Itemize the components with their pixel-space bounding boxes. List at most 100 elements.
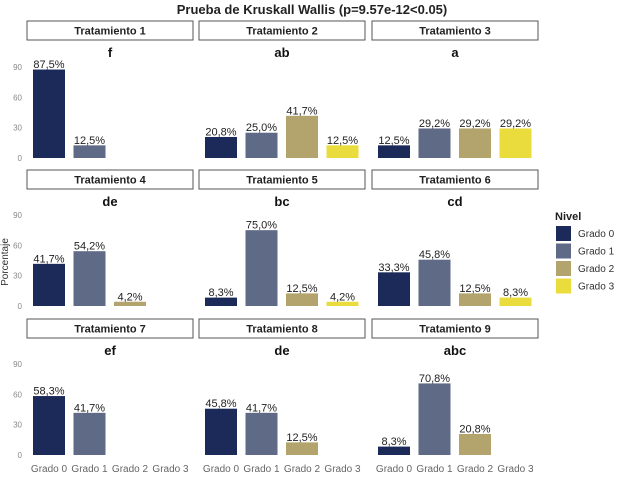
bar-grado-0 bbox=[205, 408, 237, 455]
facet-strip-label: Tratamiento 7 bbox=[74, 324, 146, 336]
x-tick-label: Grado 0 bbox=[203, 464, 240, 475]
bar-value-label: 41,7% bbox=[246, 402, 277, 414]
x-tick-label: Grado 1 bbox=[71, 464, 108, 475]
facet-strip bbox=[371, 20, 539, 41]
bar-value-label: 8,3% bbox=[208, 287, 233, 299]
y-tick-label: 30 bbox=[13, 421, 22, 430]
bar-grado-2 bbox=[286, 115, 318, 158]
bar-value-label: 12,5% bbox=[459, 283, 490, 295]
facet-panel: Tratamiento 8 de 45,8% Grado 0 41,7% Grado 1 1… bbox=[198, 318, 366, 475]
bar-grado-1 bbox=[245, 230, 278, 306]
facet-strip bbox=[26, 169, 194, 190]
x-tick-label: Grado 0 bbox=[376, 464, 413, 475]
group-letter: bc bbox=[274, 194, 289, 209]
group-letter: ab bbox=[274, 45, 289, 60]
facet-strip-label: Tratamiento 3 bbox=[419, 26, 491, 38]
y-tick-label: 30 bbox=[13, 272, 22, 281]
legend-swatch bbox=[556, 261, 571, 276]
bar-value-label: 8,3% bbox=[381, 436, 406, 448]
bar-value-label: 45,8% bbox=[419, 249, 450, 261]
bar-value-label: 75,0% bbox=[246, 220, 277, 232]
legend-swatch bbox=[556, 278, 571, 294]
x-tick-label: Grado 3 bbox=[497, 464, 534, 475]
y-tick-label: 60 bbox=[13, 390, 22, 399]
y-tick-label: 60 bbox=[13, 241, 22, 250]
bar-grado-0 bbox=[378, 272, 410, 306]
bar-value-label: 70,8% bbox=[419, 373, 450, 385]
bar-grado-0 bbox=[205, 136, 237, 158]
legend-label: Grado 1 bbox=[578, 247, 615, 258]
x-tick-label: Grado 1 bbox=[243, 464, 280, 475]
bar-grado-1 bbox=[245, 412, 278, 455]
bar-grado-3 bbox=[499, 128, 532, 158]
x-tick-label: Grado 2 bbox=[457, 464, 494, 475]
bar-value-label: 41,7% bbox=[74, 402, 105, 414]
bar-value-label: 8,3% bbox=[503, 287, 528, 299]
facet-strip-label: Tratamiento 2 bbox=[246, 26, 318, 38]
facet-strip bbox=[198, 169, 366, 190]
legend-label: Grado 3 bbox=[578, 282, 615, 293]
y-tick-label: 60 bbox=[13, 93, 22, 102]
group-letter: a bbox=[451, 45, 459, 60]
bar-value-label: 12,5% bbox=[327, 135, 358, 147]
bar-grado-2 bbox=[286, 293, 318, 306]
x-tick-label: Grado 0 bbox=[31, 464, 68, 475]
bar-value-label: 25,0% bbox=[246, 122, 277, 134]
bar-grado-2 bbox=[286, 442, 318, 455]
bar-grado-2 bbox=[459, 128, 491, 158]
y-tick-label: 30 bbox=[13, 124, 22, 133]
y-axis-title: Porcentaje bbox=[0, 238, 11, 286]
bar-value-label: 4,2% bbox=[117, 291, 142, 303]
facet-strip-label: Tratamiento 9 bbox=[419, 324, 491, 336]
bar-grado-3 bbox=[326, 145, 359, 158]
bar-grado-3 bbox=[326, 301, 359, 306]
bar-value-label: 12,5% bbox=[286, 432, 317, 444]
bar-value-label: 41,7% bbox=[33, 253, 64, 265]
bar-value-label: 54,2% bbox=[74, 241, 105, 253]
group-letter: de bbox=[102, 194, 117, 209]
facet-strip-label: Tratamiento 1 bbox=[74, 26, 146, 38]
legend-title: Nivel bbox=[555, 211, 581, 223]
bar-value-label: 12,5% bbox=[378, 135, 409, 147]
legend-swatch bbox=[556, 226, 571, 241]
bar-grado-1 bbox=[418, 259, 451, 306]
bar-value-label: 87,5% bbox=[33, 59, 64, 71]
y-tick-label: 90 bbox=[13, 211, 22, 220]
facet-panel: Tratamiento 2 ab 20,8% 25,0% 41,7% 12,5% bbox=[198, 20, 366, 158]
group-letter: f bbox=[108, 45, 113, 60]
facet-strip bbox=[198, 318, 366, 339]
y-tick-label: 0 bbox=[18, 302, 23, 311]
group-letter: abc bbox=[444, 343, 466, 358]
bar-grado-1 bbox=[418, 383, 451, 455]
group-letter: ef bbox=[104, 343, 116, 358]
bar-value-label: 58,3% bbox=[33, 386, 64, 398]
bar-grado-1 bbox=[418, 128, 451, 158]
x-tick-label: Grado 3 bbox=[324, 464, 361, 475]
bar-value-label: 12,5% bbox=[74, 135, 105, 147]
bar-grado-2 bbox=[459, 433, 491, 455]
bar-grado-0 bbox=[33, 69, 65, 158]
y-tick-label: 90 bbox=[13, 360, 22, 369]
bar-grado-0 bbox=[33, 263, 65, 306]
bar-value-label: 29,2% bbox=[459, 118, 490, 130]
facet-strip-label: Tratamiento 5 bbox=[246, 175, 318, 187]
facet-panel: Tratamiento 6 cd 33,3% 45,8% 12,5% 8,3% bbox=[371, 169, 539, 306]
bar-value-label: 33,3% bbox=[378, 262, 409, 274]
bar-value-label: 20,8% bbox=[459, 423, 490, 435]
facets: Tratamiento 1 f 0 30 60 90 87,5% 12,5% Tratamien… bbox=[13, 20, 539, 475]
bar-grado-1 bbox=[73, 412, 106, 455]
x-tick-label: Grado 2 bbox=[112, 464, 149, 475]
x-tick-label: Grado 2 bbox=[284, 464, 321, 475]
group-letter: cd bbox=[447, 194, 462, 209]
legend-swatch bbox=[556, 243, 571, 259]
bar-grado-1 bbox=[73, 251, 106, 306]
facet-panel: Tratamiento 7 ef 0 30 60 90 58,3% Grado 0 41,7% G… bbox=[13, 318, 194, 475]
legend-label: Grado 2 bbox=[578, 264, 615, 275]
facet-panel: Tratamiento 4 de 0 30 60 90 41,7% 54,2% 4,2% bbox=[13, 169, 194, 311]
bar-grado-2 bbox=[459, 293, 491, 306]
bar-value-label: 4,2% bbox=[330, 291, 355, 303]
facet-panel: Tratamiento 3 a 12,5% 29,2% 29,2% 29,2% bbox=[371, 20, 539, 158]
bar-value-label: 29,2% bbox=[419, 118, 450, 130]
x-tick-label: Grado 1 bbox=[416, 464, 453, 475]
